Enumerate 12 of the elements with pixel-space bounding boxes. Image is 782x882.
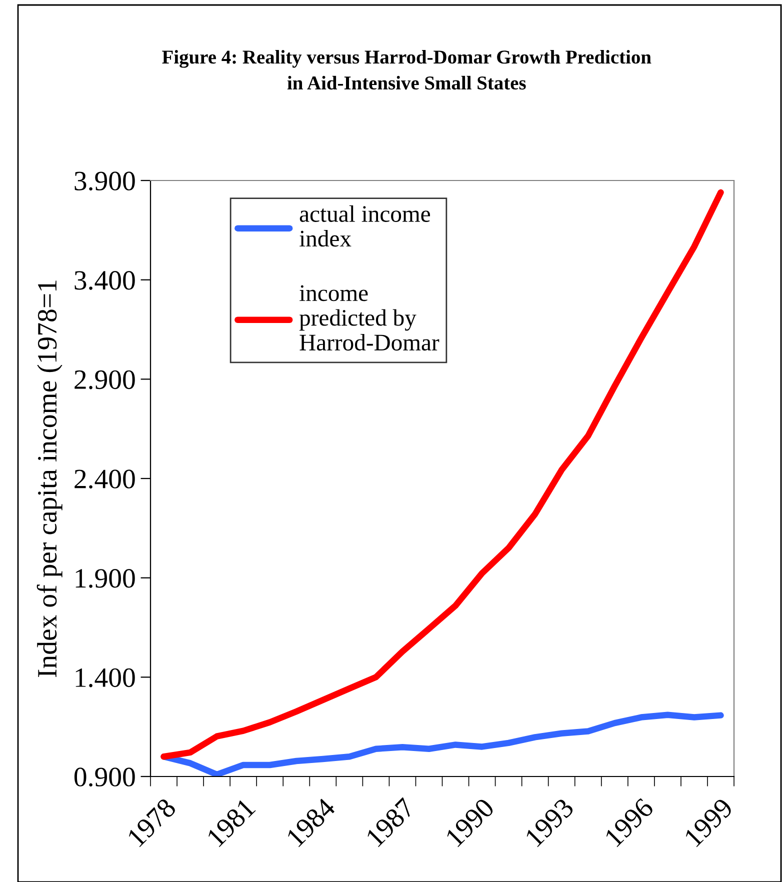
y-tick-label: 1.900 bbox=[76, 569, 135, 588]
chart-title: Figure 4: Reality versus Harrod-Domar Growth Prediction in Aid-Intensive Small States bbox=[162, 50, 652, 90]
y-tick-label: 3.400 bbox=[74, 271, 135, 290]
legend-label: income predicted by Harrod-Domar bbox=[299, 285, 440, 351]
x-tick-label: 1981 bbox=[206, 798, 256, 848]
y-tick-label: 1.400 bbox=[76, 668, 135, 688]
y-tick-label: 3.900 bbox=[74, 172, 135, 191]
y-tick-label: 2.400 bbox=[74, 470, 135, 489]
y-axis-title: Index of per capita income (1978=1 bbox=[36, 280, 62, 678]
legend-label: actual income index bbox=[300, 205, 430, 247]
y-tick-label: 0.900 bbox=[74, 768, 135, 787]
y-tick-label: 2.900 bbox=[74, 370, 135, 390]
